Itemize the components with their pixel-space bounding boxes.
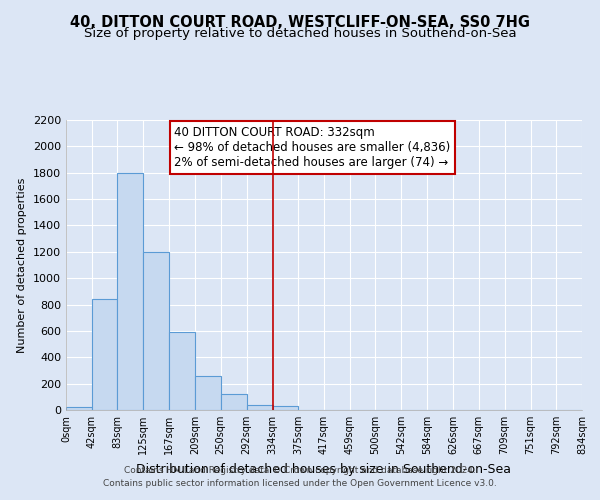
Text: Contains HM Land Registry data © Crown copyright and database right 2024.
Contai: Contains HM Land Registry data © Crown c… [103,466,497,487]
X-axis label: Distribution of detached houses by size in Southend-on-Sea: Distribution of detached houses by size … [137,462,511,475]
Text: 40 DITTON COURT ROAD: 332sqm
← 98% of detached houses are smaller (4,836)
2% of : 40 DITTON COURT ROAD: 332sqm ← 98% of de… [175,126,451,169]
Bar [247,404,272,410]
Text: Size of property relative to detached houses in Southend-on-Sea: Size of property relative to detached ho… [83,28,517,40]
Bar [272,406,298,410]
Bar [66,406,92,410]
Text: 40, DITTON COURT ROAD, WESTCLIFF-ON-SEA, SS0 7HG: 40, DITTON COURT ROAD, WESTCLIFF-ON-SEA,… [70,15,530,30]
Bar [118,172,143,410]
Bar [92,300,118,410]
Bar [221,394,247,410]
Bar [169,332,196,410]
Y-axis label: Number of detached properties: Number of detached properties [17,178,28,352]
Bar [196,376,221,410]
Bar [143,252,169,410]
